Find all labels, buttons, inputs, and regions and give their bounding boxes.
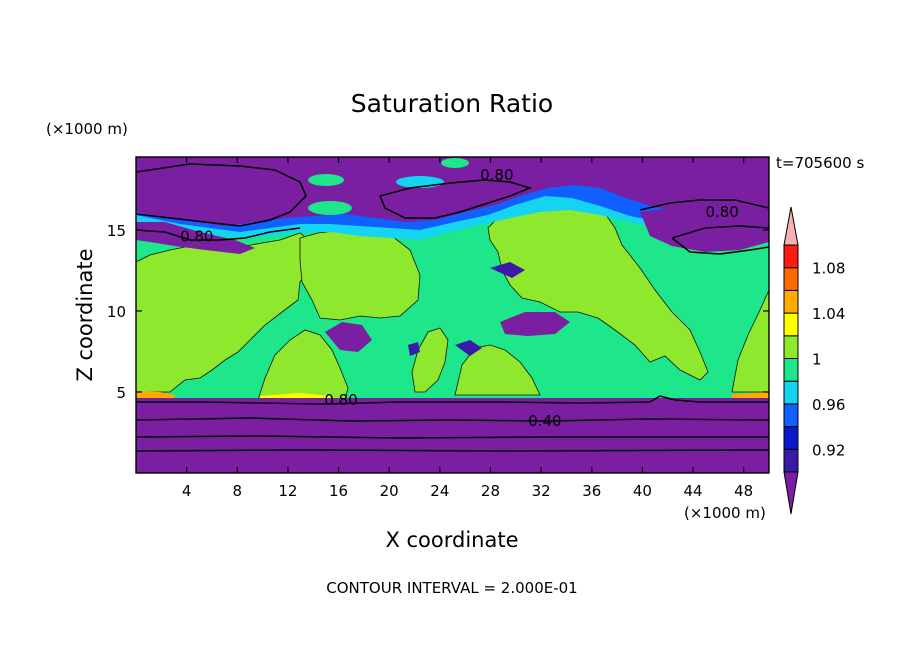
x-tick-label: 40 [633, 482, 652, 500]
x-tick-label: 36 [582, 482, 601, 500]
colorbar-bin [783, 312, 799, 337]
colorbar-bin [783, 358, 799, 382]
colorbar-bin [783, 471, 799, 515]
contour-line [136, 417, 769, 422]
colorbar-tick-label: 1.08 [812, 260, 845, 278]
saturation-field: 0.80 0.80 0.80 0.80 0.40 [136, 157, 769, 473]
colorbar-bin [783, 426, 799, 450]
x-tick-label: 16 [329, 482, 348, 500]
field-moist-patch [308, 174, 344, 186]
colorbar-bin [783, 206, 799, 246]
colorbar-tick-label: 1.04 [812, 305, 845, 323]
contour-line [136, 227, 301, 241]
field-region-above-one [411, 327, 449, 393]
chart-title: Saturation Ratio [351, 89, 553, 118]
x-tick-label: 8 [233, 482, 243, 500]
x-unit-label: (×1000 m) [684, 504, 766, 522]
contour-line [136, 395, 769, 405]
field-lower-edge [136, 391, 175, 398]
colorbar-bin [783, 335, 799, 359]
y-axis-label: Z coordinate [73, 248, 97, 381]
colorbar-tick-label: 0.96 [812, 396, 845, 414]
field-dry-pocket [325, 322, 372, 352]
colorbar-bin [783, 267, 799, 291]
y-tick-label: 15 [107, 222, 126, 240]
x-tick-label: 44 [683, 482, 702, 500]
field-upper-dry-layer [136, 222, 255, 254]
contour-line [136, 449, 769, 452]
x-axis-label: X coordinate [385, 528, 518, 552]
field-lower-edge [260, 393, 330, 398]
x-tick-label: 20 [380, 482, 399, 500]
field-region-above-one [299, 229, 421, 321]
x-tick-label: 32 [532, 482, 551, 500]
field-dry-pocket [408, 342, 420, 356]
x-tick-label: 28 [481, 482, 500, 500]
contour-interval-note: CONTOUR INTERVAL = 2.000E-01 [326, 579, 577, 597]
field-moist-patch [441, 158, 469, 168]
field-lower-edge [732, 392, 769, 398]
contour-line [378, 179, 533, 219]
x-tick-label: 12 [278, 482, 297, 500]
contour-line [639, 199, 769, 255]
contour-label: 0.80 [180, 227, 213, 245]
contour-lines [136, 163, 769, 452]
field-dry-pocket [455, 340, 482, 356]
plot-frame [135, 156, 770, 474]
colorbar: 0.92 0.96 1 1.04 1.08 [783, 206, 845, 515]
x-tick-label: 4 [182, 482, 192, 500]
contour-label: 0.40 [528, 412, 561, 430]
field-dry-pocket [490, 262, 525, 278]
x-tick-label: 24 [430, 482, 449, 500]
field-dry-pocket [500, 312, 570, 336]
contour-line [136, 163, 307, 227]
field-region-above-one [257, 329, 349, 401]
contour-label: 0.80 [324, 391, 357, 409]
contour-labels: 0.80 0.80 0.80 0.80 0.40 [180, 166, 739, 430]
colorbar-tick-label: 0.92 [812, 441, 845, 459]
contour-line [136, 435, 769, 439]
field-moist-patch [308, 201, 352, 215]
contour-label: 0.80 [480, 166, 513, 184]
colorbar-bin [783, 289, 799, 314]
colorbar-bin [783, 380, 799, 405]
time-label: t=705600 s [776, 154, 864, 172]
contour-label: 0.80 [705, 203, 738, 221]
colorbar-bin [783, 448, 799, 473]
y-tick-label: 10 [107, 303, 126, 321]
field-region-above-one [454, 344, 541, 396]
colorbar-bin [783, 244, 799, 269]
colorbar-bin [783, 403, 799, 428]
field-region-above-one [731, 289, 769, 393]
y-unit-label: (×1000 m) [46, 120, 128, 138]
x-tick-label: 48 [734, 482, 753, 500]
y-tick-label: 5 [116, 384, 126, 402]
colorbar-tick-label: 1 [812, 351, 822, 369]
